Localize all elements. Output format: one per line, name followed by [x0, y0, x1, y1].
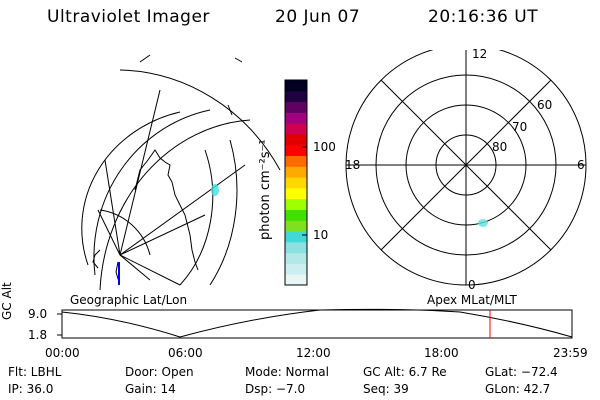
time-tick-2359: 23:59	[553, 346, 588, 360]
mlat-label-60: 60	[537, 98, 553, 112]
time-tick-0000: 00:00	[45, 346, 80, 360]
colorbar-band	[285, 80, 307, 92]
info-gain: Gain: 14	[125, 382, 176, 396]
info-dsp: Dsp: −7.0	[245, 382, 306, 396]
mlt-label-0: 0	[468, 278, 476, 292]
info-glat: GLat: −72.4	[485, 365, 558, 379]
info-mode: Mode: Normal	[245, 365, 329, 379]
observation-date: 20 Jun 07	[275, 7, 361, 27]
altitude-tick-high: 9.0	[28, 307, 48, 321]
altitude-axis-label: GC Alt	[0, 282, 14, 320]
colorbar-band	[285, 177, 307, 189]
colorbar-band	[285, 101, 307, 113]
mlat-label-80: 80	[492, 140, 508, 154]
mlt-label-6: 6	[577, 158, 585, 172]
colorbar-band	[285, 252, 307, 264]
colorbar	[284, 79, 308, 286]
colorbar-band	[285, 166, 307, 178]
mlt-label-18: 18	[345, 158, 361, 172]
colorbar-band	[285, 231, 307, 243]
polar-plot	[345, 50, 587, 286]
observation-time: 20:16:36 UT	[428, 7, 539, 27]
colorbar-band	[285, 155, 307, 167]
mlt-label-12: 12	[472, 47, 488, 61]
apex-label: Apex MLat/MLT	[427, 293, 517, 307]
colorbar-band	[285, 263, 307, 275]
colorbar-band	[285, 241, 307, 254]
aurora-spot-polar	[478, 219, 488, 227]
aurora-spot-geo	[211, 184, 219, 196]
time-tick-1200: 12:00	[296, 346, 331, 360]
info-filter: Flt: LBHL	[8, 365, 62, 379]
instrument-title: Ultraviolet Imager	[47, 7, 210, 27]
colorbar-band	[285, 220, 307, 232]
colorbar-band	[285, 274, 307, 286]
info-gc-alt: GC Alt: 6.7 Re	[363, 365, 447, 379]
colorbar-tick-10: 10	[313, 228, 329, 242]
mlat-label-70: 70	[512, 120, 528, 134]
colorbar-unit-label: photon cm⁻²s⁻¹	[258, 139, 273, 240]
altitude-tick-low: 1.8	[28, 328, 48, 342]
info-glon: GLon: 42.7	[485, 382, 551, 396]
geographic-label: Geographic Lat/Lon	[70, 293, 188, 307]
colorbar-band	[285, 209, 307, 221]
info-seq: Seq: 39	[363, 382, 409, 396]
colorbar-band	[285, 198, 307, 210]
colorbar-band	[285, 144, 307, 157]
colorbar-band	[285, 112, 307, 124]
colorbar-band	[285, 187, 307, 200]
info-ip: IP: 36.0	[8, 382, 54, 396]
info-door: Door: Open	[125, 365, 194, 379]
time-tick-1800: 18:00	[424, 346, 459, 360]
colorbar-tick-100: 100	[313, 140, 336, 154]
time-tick-0600: 06:00	[168, 346, 203, 360]
colorbar-band	[285, 90, 307, 103]
colorbar-band	[285, 123, 307, 135]
altitude-plot	[57, 308, 573, 339]
colorbar-band	[285, 133, 307, 146]
